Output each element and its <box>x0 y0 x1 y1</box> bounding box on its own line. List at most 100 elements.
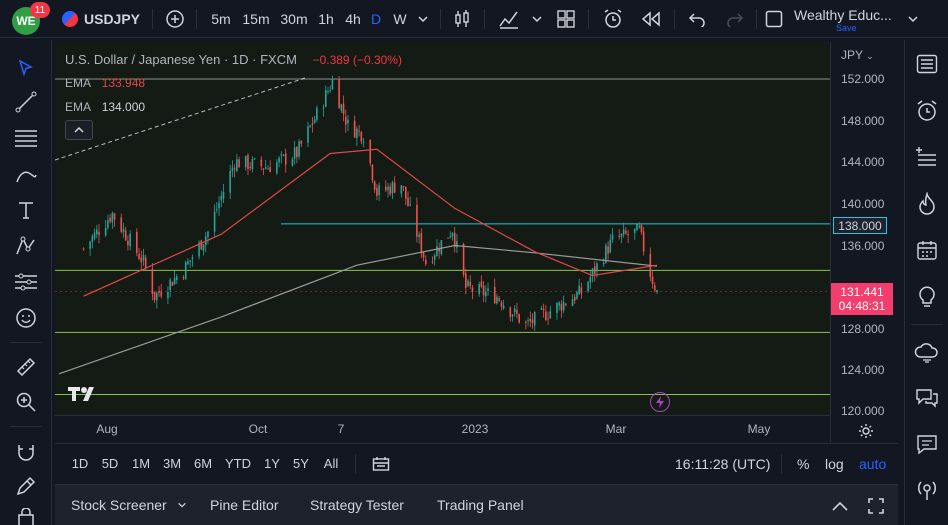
alerts-button[interactable] <box>913 97 941 125</box>
prediction-tool[interactable] <box>12 268 40 296</box>
icon-tool[interactable] <box>12 304 40 332</box>
price-chart[interactable] <box>55 42 830 415</box>
range-5d[interactable]: 5D <box>102 456 119 471</box>
indicators-dropdown[interactable] <box>528 0 546 38</box>
interval-15m[interactable]: 15m <box>240 0 272 38</box>
measure-tool[interactable] <box>12 353 40 381</box>
dashed-trend-line[interactable] <box>55 77 306 161</box>
tab-pine-editor[interactable]: Pine Editor <box>210 497 278 513</box>
range-all[interactable]: All <box>324 456 338 471</box>
brush-tool[interactable] <box>12 160 40 188</box>
log-scale-toggle[interactable]: log <box>825 456 844 472</box>
messages-button[interactable] <box>913 430 941 458</box>
tab-stock-screener[interactable]: Stock Screener <box>71 497 187 513</box>
pattern-tool[interactable] <box>12 232 40 260</box>
compare-symbol-button[interactable] <box>162 0 188 38</box>
interval-label: D <box>370 11 382 27</box>
layout-grid-button[interactable] <box>554 0 578 38</box>
ema-slow-legend[interactable]: EMA 134.000 <box>65 100 145 114</box>
calendar-button[interactable] <box>913 236 941 264</box>
chart-type-button[interactable] <box>450 0 474 38</box>
ema-fast-legend[interactable]: EMA 133.948 <box>65 76 145 90</box>
candle-body <box>362 142 365 144</box>
ideas-button[interactable] <box>913 282 941 310</box>
range-label: 1Y <box>264 456 280 471</box>
time-axis[interactable]: Aug Oct 7 2023 Mar May <box>55 415 830 443</box>
redo-icon <box>727 13 744 27</box>
interval-label: 30m <box>280 11 308 27</box>
square-icon <box>765 10 783 28</box>
events-icon[interactable] <box>650 392 670 412</box>
interval-4h[interactable]: 4h <box>341 0 365 38</box>
lock-icon <box>18 508 34 525</box>
symbol-search-button[interactable]: USDJPY <box>62 0 142 38</box>
candle-body <box>593 266 596 274</box>
layout-dropdown[interactable] <box>904 0 922 38</box>
range-1y[interactable]: 1Y <box>264 456 280 471</box>
replay-button[interactable] <box>638 0 664 38</box>
chevron-down-icon <box>908 16 918 23</box>
tab-strategy-tester[interactable]: Strategy Tester <box>310 497 404 513</box>
indicators-button[interactable] <box>496 0 522 38</box>
range-label: 5Y <box>293 456 309 471</box>
collapse-legend-button[interactable] <box>65 120 93 140</box>
ema-slow-line[interactable] <box>58 244 658 375</box>
candle-body <box>560 303 563 311</box>
magnet-tool[interactable] <box>12 438 40 466</box>
chats-button[interactable] <box>913 384 941 412</box>
range-1m[interactable]: 1M <box>132 456 150 471</box>
candle-body <box>431 261 434 263</box>
candle-body <box>353 120 356 138</box>
range-5y[interactable]: 5Y <box>293 456 309 471</box>
hotlists-button[interactable] <box>913 190 941 218</box>
interval-1h[interactable]: 1h <box>314 0 338 38</box>
chart-settings-button[interactable] <box>855 420 877 442</box>
redo-button[interactable] <box>722 0 748 38</box>
clock-text: 16:11:28 (UTC) <box>675 456 771 472</box>
range-3m[interactable]: 3M <box>163 456 181 471</box>
tab-trading-panel[interactable]: Trading Panel <box>437 497 524 513</box>
trend-line-tool[interactable] <box>12 88 40 116</box>
panel-fullscreen-button[interactable] <box>865 495 887 517</box>
currency-selector[interactable]: JPY ⌄ <box>841 48 874 62</box>
range-1d[interactable]: 1D <box>72 456 89 471</box>
zoom-tool[interactable] <box>12 388 40 416</box>
chevron-up-icon <box>74 126 84 133</box>
layout-select-checkbox[interactable] <box>762 0 786 38</box>
interval-w[interactable]: W <box>390 0 410 38</box>
candle-body <box>129 233 131 247</box>
calendar-icon <box>917 241 937 260</box>
notifications-button[interactable] <box>913 476 941 504</box>
streams-button[interactable] <box>913 338 941 366</box>
range-6m[interactable]: 6M <box>194 456 212 471</box>
price-axis[interactable]: JPY ⌄ 152.000 148.000 144.000 140.000 13… <box>830 42 898 442</box>
interval-5m[interactable]: 5m <box>206 0 236 38</box>
watchlist-button[interactable] <box>913 50 941 78</box>
interval-d[interactable]: D <box>367 0 385 38</box>
ema-fast-line[interactable] <box>83 148 658 297</box>
utc-clock[interactable]: 16:11:28 (UTC) <box>675 456 770 472</box>
panel-maximize-button[interactable] <box>829 495 851 517</box>
candle-body <box>313 119 316 124</box>
undo-button[interactable] <box>684 0 710 38</box>
lock-drawings-tool[interactable] <box>12 508 40 525</box>
percent-scale-toggle[interactable]: % <box>797 456 809 472</box>
interval-30m[interactable]: 30m <box>278 0 310 38</box>
auto-scale-toggle[interactable]: auto <box>859 456 886 472</box>
fib-tool[interactable] <box>12 124 40 152</box>
stay-drawing-tool[interactable] <box>12 472 40 500</box>
goto-date-button[interactable] <box>371 454 391 474</box>
candle-body <box>191 257 194 260</box>
chart-pane[interactable]: U.S. Dollar / Japanese Yen · 1D · FXCM −… <box>55 42 830 415</box>
alert-button[interactable] <box>600 0 626 38</box>
save-label: Save <box>836 22 857 33</box>
candle-body <box>511 314 514 317</box>
layout-name-button[interactable]: Wealthy Educ... Save <box>794 0 896 38</box>
candle-body <box>347 119 349 124</box>
candle-body <box>605 245 607 263</box>
text-tool[interactable] <box>12 196 40 224</box>
cursor-tool[interactable] <box>12 54 40 82</box>
interval-dropdown[interactable] <box>414 0 432 38</box>
data-window-button[interactable] <box>913 143 941 171</box>
range-ytd[interactable]: YTD <box>225 456 251 471</box>
